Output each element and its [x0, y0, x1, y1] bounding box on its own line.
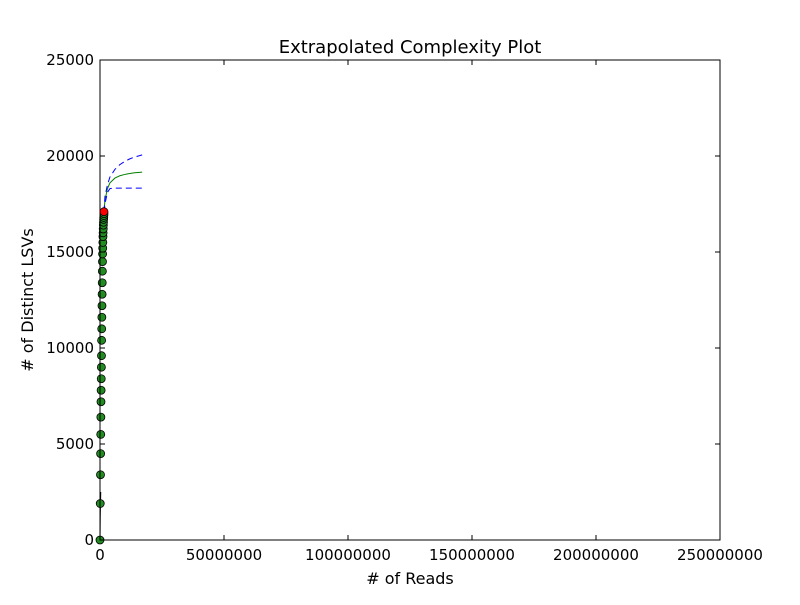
data-point: [96, 374, 106, 384]
plot-frame: [99, 59, 721, 541]
chart-title: Extrapolated Complexity Plot: [279, 37, 542, 58]
data-point: [97, 351, 106, 361]
data-point: [96, 429, 106, 439]
y-tick-label: 20000: [46, 147, 94, 165]
y-tick-label: 0: [84, 531, 94, 549]
y-tick-label: 5000: [56, 435, 94, 453]
y-tick-label: 15000: [46, 243, 94, 261]
data-point: [97, 289, 107, 299]
highlight-point: [99, 207, 109, 217]
data-point: [96, 412, 106, 422]
data-point: [97, 312, 107, 322]
data-point: [96, 449, 106, 459]
fit-line-2: [103, 171, 143, 212]
data-point: [97, 278, 107, 288]
data-point: [96, 397, 106, 407]
x-axis-title: # of Reads: [366, 569, 454, 588]
y-tick-label: 10000: [46, 339, 94, 357]
data-point: [97, 301, 107, 311]
y-axis-title: # of Distinct LSVs: [18, 228, 37, 371]
data-point: [97, 324, 107, 334]
x-tick-label: 150000000: [429, 546, 515, 564]
data-point: [96, 385, 106, 395]
x-tick-label: 250000000: [677, 546, 763, 564]
confidence-bound-line-4: [103, 154, 143, 212]
y-tick-label: 25000: [46, 51, 94, 69]
x-tick-label: 200000000: [553, 546, 639, 564]
x-tick-label: 50000000: [186, 546, 262, 564]
x-tick-label: 0: [95, 546, 105, 564]
plot-area: [100, 60, 720, 540]
data-point: [97, 335, 107, 345]
data-point: [96, 362, 106, 372]
confidence-bound-line-3: [103, 187, 143, 212]
x-tick-label: 100000000: [305, 546, 391, 564]
